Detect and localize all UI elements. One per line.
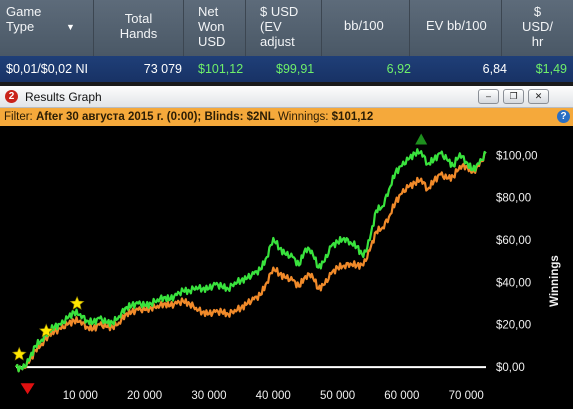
ev-adjusted-series-line xyxy=(15,151,487,373)
column-header-game-type[interactable]: Game Type ▼ xyxy=(0,0,94,56)
y-tick-label: $40,00 xyxy=(496,277,531,289)
star-marker-icon xyxy=(38,323,54,338)
cell-game-type: $0,01/$0,02 NI xyxy=(6,62,89,76)
y-tick-label: $100,00 xyxy=(496,150,538,162)
column-header-usd-hr[interactable]: $ USD/ hr xyxy=(521,4,554,49)
cell-bb-100: 6,92 xyxy=(386,62,411,76)
cell-net-won: $101,12 xyxy=(198,62,244,76)
x-tick-label: 10 000 xyxy=(63,390,98,402)
results-graph-window: 2 Results Graph – ❐ ✕ Filter: After 30 а… xyxy=(0,86,573,409)
window-title: Results Graph xyxy=(25,90,102,104)
x-tick-label: 30 000 xyxy=(191,390,226,402)
filter-text: After 30 августа 2015 г. (0:00); Blinds:… xyxy=(35,111,275,123)
filter-bar: Filter: After 30 августа 2015 г. (0:00);… xyxy=(0,108,573,126)
app-logo-icon: 2 xyxy=(5,90,18,103)
y-tick-label: $80,00 xyxy=(496,193,531,205)
column-header-bb-100[interactable]: bb/100 xyxy=(322,0,410,56)
filter-label: Filter: xyxy=(4,111,33,123)
minimize-button[interactable]: – xyxy=(478,89,499,104)
star-marker-icon xyxy=(69,295,85,310)
column-header-net-won[interactable]: Net Won USD xyxy=(184,0,246,56)
winnings-value: $101,12 xyxy=(331,111,374,123)
cell-ev-bb-100: 6,84 xyxy=(482,62,507,76)
winnings-label: Winnings: xyxy=(277,111,329,123)
column-header-ev-adjusted[interactable]: $ USD (EV adjust xyxy=(246,0,322,56)
column-header-ev-bb-100[interactable]: EV bb/100 xyxy=(410,0,502,56)
cell-ev-adjusted: $99,91 xyxy=(276,62,315,76)
x-tick-label: 20 000 xyxy=(127,390,162,402)
table-row[interactable]: $0,01/$0,02 NI 73 079 $101,12 $99,91 6,9… xyxy=(0,56,573,82)
min-marker-icon xyxy=(20,383,35,395)
sort-dropdown-icon[interactable]: ▼ xyxy=(66,22,75,32)
stats-table-header: Game Type ▼ Total Hands Net Won USD $ US… xyxy=(0,0,573,56)
window-titlebar[interactable]: 2 Results Graph – ❐ ✕ xyxy=(0,86,573,108)
y-axis-label: Winnings xyxy=(549,255,561,307)
restore-button[interactable]: ❐ xyxy=(503,89,524,104)
x-tick-label: 60 000 xyxy=(384,390,419,402)
max-marker-icon xyxy=(415,133,428,145)
x-tick-label: 40 000 xyxy=(256,390,291,402)
net-won-series-line xyxy=(15,148,487,373)
y-tick-label: $60,00 xyxy=(496,235,531,247)
close-button[interactable]: ✕ xyxy=(528,89,549,104)
help-icon[interactable]: ? xyxy=(557,110,570,123)
x-tick-label: 50 000 xyxy=(320,390,355,402)
y-tick-label: $0,00 xyxy=(496,362,525,374)
y-tick-label: $20,00 xyxy=(496,320,531,332)
graph-markers xyxy=(11,133,428,395)
column-header-label: Game Type xyxy=(6,4,42,34)
cell-usd-hr: $1,49 xyxy=(535,62,567,76)
graph-series xyxy=(15,148,487,373)
results-graph[interactable]: $0,00 $20,00 $40,00 $60,00 $80,00 $100,00 10 0… xyxy=(0,126,573,409)
star-marker-icon xyxy=(11,346,27,361)
cell-total-hands: 73 079 xyxy=(143,62,182,76)
graph-background xyxy=(0,126,573,409)
column-header-total-hands[interactable]: Total Hands xyxy=(94,0,184,56)
x-tick-label: 70 000 xyxy=(449,390,484,402)
graph-tick-labels: $0,00 $20,00 $40,00 $60,00 $80,00 $100,00 10 0… xyxy=(63,150,538,402)
